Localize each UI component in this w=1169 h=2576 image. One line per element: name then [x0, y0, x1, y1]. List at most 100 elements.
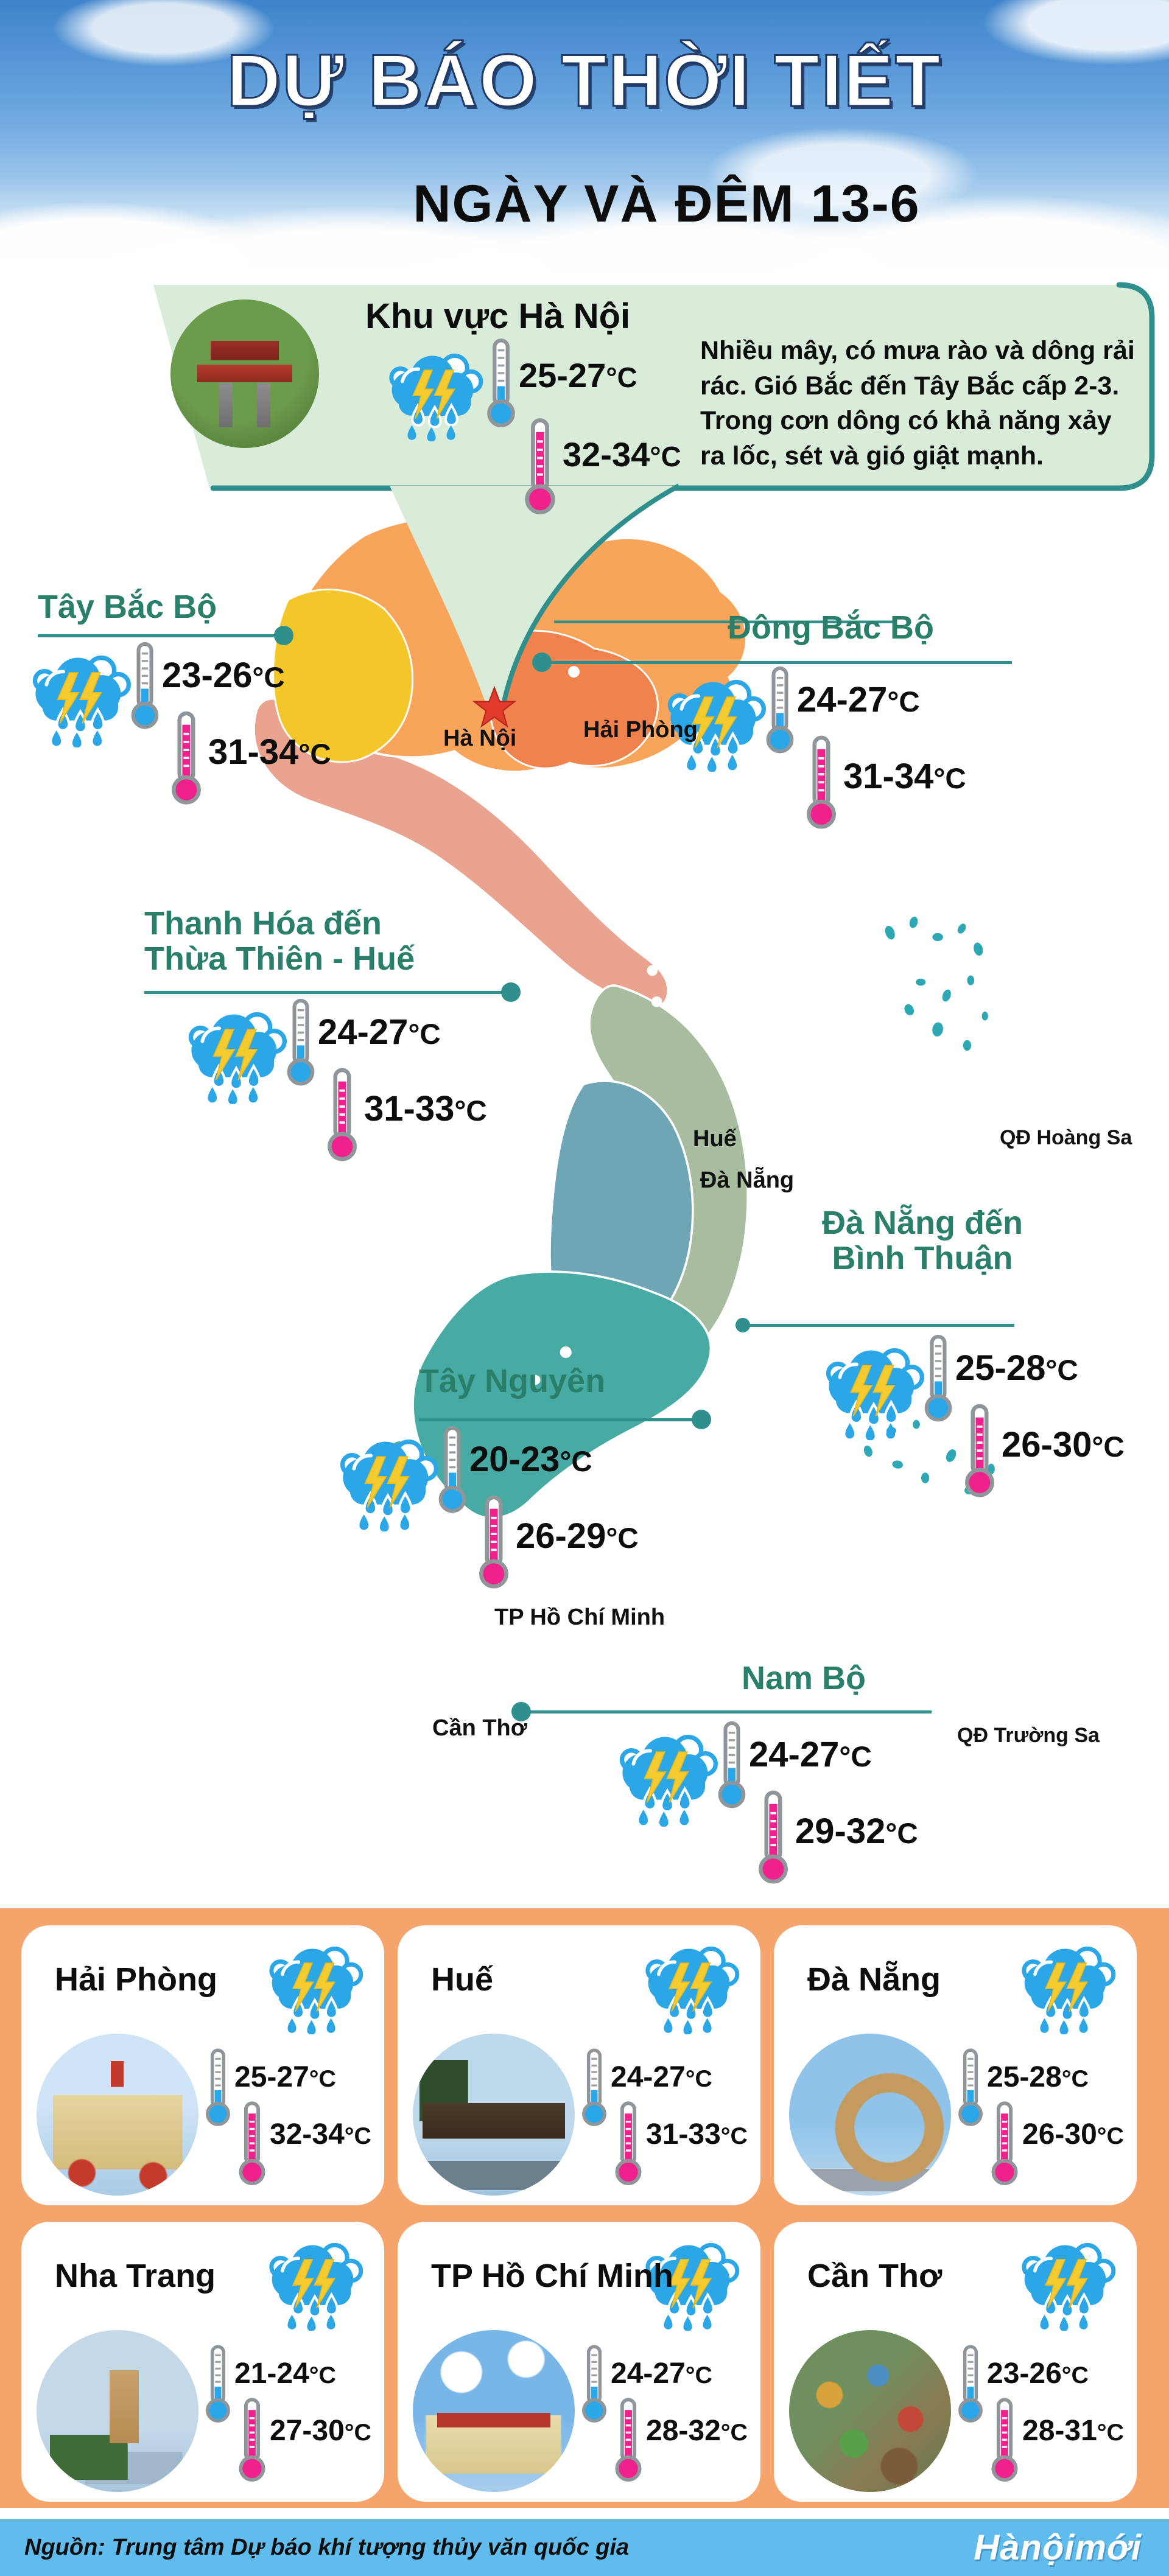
storm-icon [1015, 1937, 1120, 2036]
night-temperature: 31-34°C [208, 732, 331, 772]
region-title-taybacbo: Tây Bắc Bộ [38, 589, 217, 625]
day-thermometer-icon [715, 1718, 749, 1812]
day-temperature: 23-26°C [162, 656, 285, 695]
city-name: Hải Phòng [55, 1961, 217, 1998]
night-thermometer-icon [236, 2096, 269, 2192]
day-temperature: 21-24°C [234, 2357, 336, 2390]
day-temperature: 20-23°C [469, 1440, 592, 1479]
region-title-taynguyen: Tây Nguyên [419, 1363, 606, 1399]
storm-icon [262, 1937, 367, 2036]
connector-line [511, 1702, 932, 1721]
day-thermometer-icon [579, 2046, 609, 2130]
connector-line [38, 626, 293, 645]
connector-line [532, 653, 1012, 672]
storm-icon [1015, 2234, 1120, 2333]
city-name: Nha Trang [55, 2258, 216, 2294]
city-name: Đà Nẵng [807, 1961, 941, 1998]
night-thermometer-icon [961, 1399, 998, 1503]
nhatrang-photo [37, 2330, 198, 2492]
region-weather-danang-binhthuan: 25-28°C 26-30°C [819, 1339, 1160, 1522]
night-temperature: 32-34°C [270, 2118, 371, 2151]
hanoi-callout-box [153, 282, 1155, 708]
city-card-cantho: Cần Thơ 23-26°C 28-31°C [774, 2222, 1137, 2502]
hochiminh-photo [413, 2330, 575, 2492]
connector-line [735, 1318, 1014, 1332]
city-dots [530, 666, 662, 1385]
day-temperature: 24-27°C [749, 1735, 872, 1774]
day-thermometer-icon [955, 2342, 986, 2426]
night-temperature: 26-30°C [1002, 1425, 1125, 1465]
storm-icon [819, 1339, 929, 1441]
connector-dot [501, 982, 521, 1002]
storm-icon [26, 646, 135, 749]
night-temperature: 31-33°C [646, 2118, 748, 2151]
region-weather-nambo: 24-27°C 29-32°C [613, 1726, 953, 1908]
page-subtitle: NGÀY VÀ ĐÊM 13-6 [413, 175, 921, 233]
night-thermometer-icon [988, 2392, 1021, 2488]
city-card-nhatrang: Nha Trang 21-24°C 27-30°C [21, 2222, 384, 2502]
region-title-dongbacbo: Đông Bắc Bộ [728, 609, 935, 646]
night-thermometer-icon [168, 706, 205, 811]
hanoi-star-marker [472, 685, 516, 729]
day-temperature: 25-27°C [519, 356, 637, 394]
day-temperature: 23-26°C [987, 2357, 1089, 2390]
connector-line [419, 1410, 711, 1429]
storm-icon [181, 1003, 291, 1105]
day-thermometer-icon [284, 996, 318, 1090]
map-label-haiphong: Hải Phòng [583, 717, 698, 743]
region-title-danang-binhthuan: Đà Nẵng đến Bình Thuận [821, 1205, 1023, 1277]
map-region-northwest [272, 589, 414, 763]
night-temperature: 28-31°C [1022, 2415, 1124, 2447]
night-thermometer-icon [755, 1785, 792, 1890]
region-weather-dongbacbo: 24-27°C 31-34°C [661, 671, 1002, 853]
city-card-hochiminh: TP Hồ Chí Minh 24-27°C 28-32°C [398, 2222, 760, 2502]
night-thermometer-icon [324, 1063, 360, 1167]
connector-dot [532, 653, 552, 672]
night-thermometer-icon [803, 730, 840, 835]
day-thermometer-icon [128, 639, 162, 733]
region-weather-taybacbo: 23-26°C 31-34°C [26, 646, 367, 829]
region-weather-taynguyen: 20-23°C 26-29°C [333, 1430, 674, 1613]
region-title-thanhhoa-hue: Thanh Hóa đến Thừa Thiên - Huế [144, 905, 415, 978]
day-thermometer-icon [763, 663, 797, 757]
storm-icon [639, 1937, 743, 2036]
night-temperature: 31-34°C [843, 757, 966, 796]
region-weather-thanhhoa-hue: 24-27°C 31-33°C [181, 1003, 522, 1186]
day-temperature: 24-27°C [611, 2357, 712, 2390]
map-label-hue: Huế [693, 1126, 737, 1152]
connector-dot [274, 626, 293, 645]
connector-dot [511, 1702, 531, 1721]
map-region-south [412, 1270, 712, 1519]
night-thermometer-icon [612, 2392, 645, 2488]
hanoimoi-logo: Hànộimới [974, 2528, 1142, 2567]
night-thermometer-icon [988, 2096, 1021, 2192]
day-thermometer-icon [435, 1423, 469, 1517]
region-title-nambo: Nam Bộ [742, 1660, 866, 1696]
hanoi-photo [170, 299, 319, 448]
day-temperature: 25-28°C [955, 1348, 1078, 1388]
storm-icon [333, 1430, 443, 1533]
night-thermometer-icon [476, 1490, 512, 1595]
city-card-danang: Đà Nẵng 25-28°C 26-30°C [774, 1925, 1137, 2205]
day-temperature: 24-27°C [797, 680, 920, 719]
night-temperature: 29-32°C [795, 1811, 918, 1851]
hue-photo [413, 2034, 575, 2196]
map-label-truongsa: QĐ Trường Sa [957, 1724, 1100, 1747]
haiphong-photo [37, 2034, 198, 2196]
night-thermometer-icon [521, 413, 559, 521]
city-name: Huế [431, 1961, 494, 1998]
night-temperature: 26-30°C [1022, 2118, 1124, 2151]
day-temperature: 24-27°C [611, 2061, 712, 2093]
map-label-cantho: Cần Thơ [432, 1715, 527, 1741]
storm-icon [262, 2234, 367, 2333]
map-label-hanoi: Hà Nội [443, 726, 517, 751]
map-label-danang: Đà Nẵng [700, 1167, 795, 1193]
city-card-hue: Huế 24-27°C 31-33°C [398, 1925, 760, 2205]
city-name: Cần Thơ [807, 2258, 943, 2294]
danang-photo [789, 2034, 951, 2196]
callout-title: Khu vực Hà Nội [365, 296, 631, 336]
cantho-photo [789, 2330, 951, 2492]
callout-description: Nhiều mây, có mưa rào và dông rải rác. G… [700, 336, 1135, 471]
day-thermometer-icon [203, 2342, 233, 2426]
sky-banner [0, 0, 1169, 281]
